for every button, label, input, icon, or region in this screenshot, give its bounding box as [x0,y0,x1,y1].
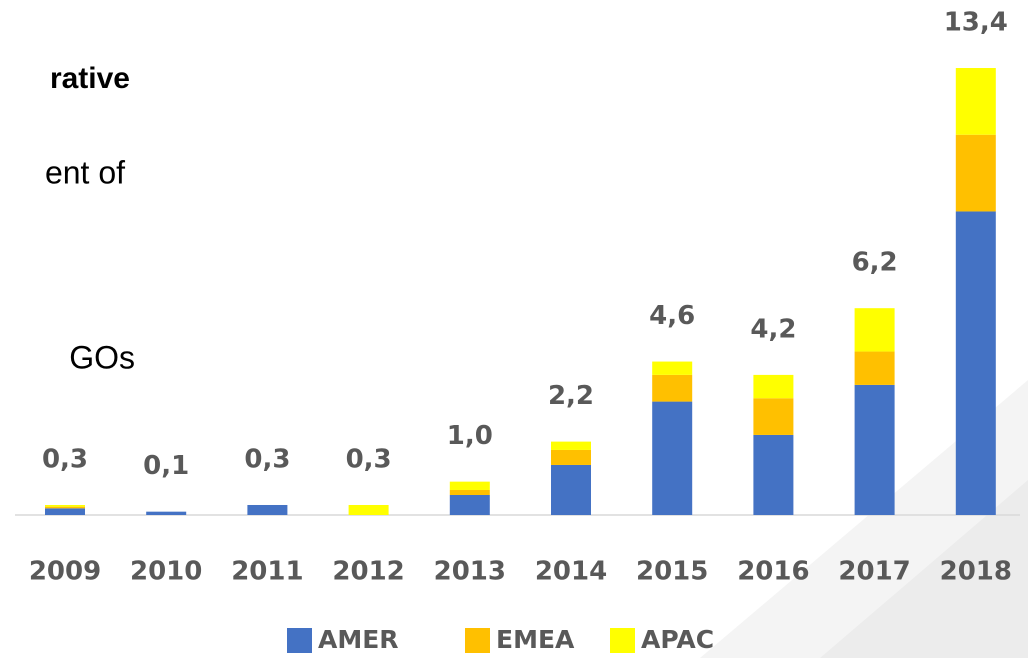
x-tick-label: 2011 [231,557,303,587]
bar-segment [854,308,895,352]
x-tick-label: 2012 [332,557,404,587]
bar-segment [652,401,693,515]
legend-label: AMER [318,625,399,654]
legend-label: EMEA [496,625,575,654]
x-tick-label: 2010 [130,557,202,587]
bar-segment [45,504,85,507]
bar-segment [247,504,288,515]
bar-segment [955,68,996,135]
background-shape [820,480,1028,658]
bar-segment [449,481,490,490]
total-label: 6,2 [852,248,898,278]
bar-segment [955,211,996,515]
total-label: 2,2 [548,381,594,411]
slide-text: rative [50,62,130,95]
slide-text: ent of [45,154,125,190]
x-tick-label: 2017 [838,557,910,587]
bar-segment [753,374,794,399]
bar-segment [551,449,591,465]
total-label: 0,3 [346,444,392,474]
bar-segment [652,374,693,402]
total-label: 0,1 [143,451,189,481]
bar-segment [45,506,85,509]
bar-segment [449,494,490,515]
bar-segment [753,398,794,435]
legend-swatch [465,628,490,653]
bar-segment [45,508,85,515]
total-label: 4,6 [649,301,695,331]
x-tick-label: 2009 [29,557,101,587]
x-tick-label: 2014 [535,557,607,587]
bar-segment [449,489,490,495]
total-label: 1,0 [447,421,493,451]
total-label: 0,3 [42,444,88,474]
bar-segment [551,441,591,450]
bar-segment [854,351,895,385]
x-tick-label: 2016 [737,557,809,587]
total-label: 0,3 [244,444,290,474]
slide-text: GOs [69,339,135,375]
bar-segment [551,464,591,515]
total-label: 13,4 [944,8,1008,38]
x-tick-label: 2015 [636,557,708,587]
x-tick-label: 2018 [940,557,1012,587]
bar-segment [854,384,895,515]
legend-swatch [610,628,635,653]
bar-segment [146,511,187,515]
bar-segment [753,434,794,515]
bar-segment [348,504,389,515]
legend-label: APAC [641,625,714,654]
bar-segment [955,134,996,212]
legend-swatch [287,628,312,653]
x-tick-label: 2013 [434,557,506,587]
bar-segment [652,361,693,375]
total-label: 4,2 [750,314,796,344]
